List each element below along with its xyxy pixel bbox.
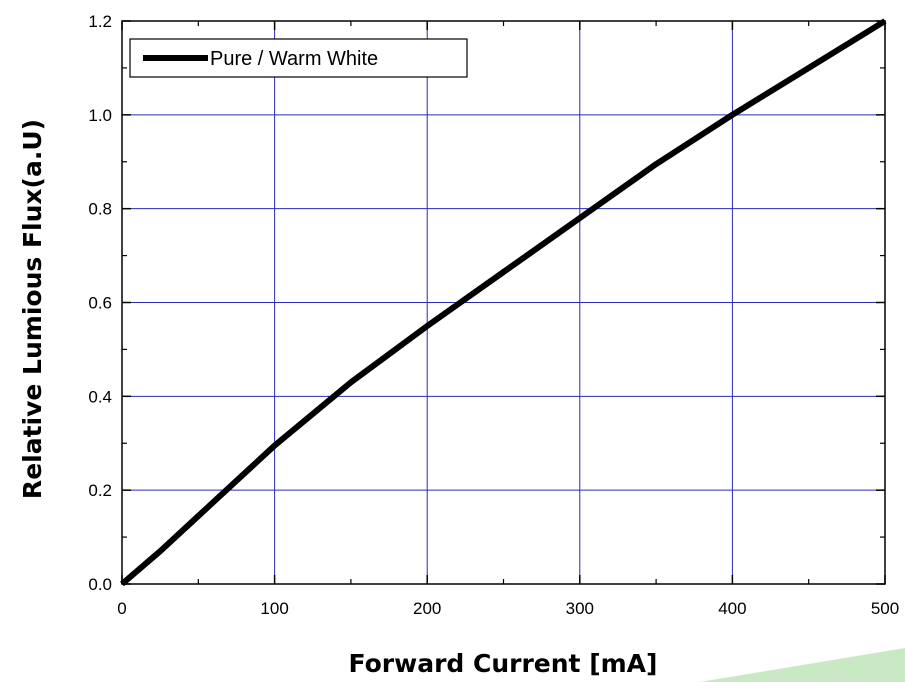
- y-tick-label: 1.2: [88, 12, 112, 31]
- x-tick-label: 300: [566, 599, 594, 618]
- y-tick-label: 0.2: [88, 481, 112, 500]
- legend: Pure / Warm White: [129, 38, 468, 78]
- y-tick-label: 0.8: [88, 200, 112, 219]
- axis-ticks: [121, 20, 886, 585]
- x-tick-label: 100: [260, 599, 288, 618]
- y-axis-title: Relative Lumious Flux(a.U): [18, 119, 47, 499]
- x-tick-label: 400: [718, 599, 746, 618]
- series-group: [120, 18, 887, 587]
- x-tick-label: 0: [117, 599, 126, 618]
- x-tick-label: 500: [871, 599, 899, 618]
- y-tick-label: 0.6: [88, 294, 112, 313]
- decorative-green-stripe: [700, 648, 905, 682]
- y-tick-label: 0.0: [88, 575, 112, 594]
- y-tick-labels: 0.0 0.2 0.4 0.6 0.8 1.0 1.2: [88, 12, 112, 594]
- y-tick-label: 0.4: [88, 387, 112, 406]
- x-axis-title: Forward Current [mA]: [349, 649, 658, 678]
- y-tick-label: 1.0: [88, 106, 112, 125]
- x-tick-label: 200: [413, 599, 441, 618]
- series-line: [120, 18, 887, 587]
- legend-label: Pure / Warm White: [210, 48, 378, 70]
- x-tick-labels: 0 100 200 300 400 500: [117, 599, 899, 618]
- grid-lines: [122, 21, 885, 584]
